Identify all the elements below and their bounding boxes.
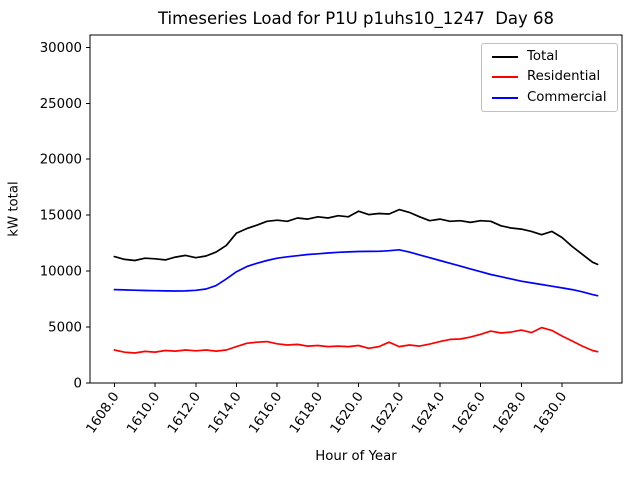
x-axis-label: Hour of Year: [315, 449, 397, 464]
x-tick-label: 1612.0: [165, 390, 204, 437]
y-tick-label: 10000: [40, 265, 82, 280]
x-tick-label: 1620.0: [328, 390, 367, 437]
axes-frame: [89, 34, 623, 384]
series-line-commercial: [113, 248, 599, 297]
x-tick-label: 1610.0: [124, 390, 163, 437]
x-tick-label: 1622.0: [369, 390, 408, 437]
x-tick-label: 1626.0: [450, 390, 489, 437]
series-line-total: [113, 208, 599, 266]
commercial-line-sample: [492, 96, 518, 99]
residential-line-sample: [492, 76, 518, 79]
y-tick-label: 15000: [40, 209, 82, 224]
x-tick-label: 1608.0: [84, 390, 123, 437]
x-tick-label: 1630.0: [531, 390, 570, 437]
legend-item-residential: Residential: [488, 67, 611, 87]
legend-item-commercial: Commercial: [488, 88, 611, 108]
x-tick-label: 1628.0: [491, 390, 530, 437]
total-line-sample: [492, 56, 518, 59]
y-tick-label: 5000: [48, 321, 82, 336]
y-tick-label: 0: [74, 377, 82, 392]
series-line-residential: [113, 326, 599, 354]
legend: Total Residential Commercial: [481, 43, 618, 112]
legend-item-total: Total: [488, 47, 611, 67]
y-tick-label: 20000: [40, 153, 82, 168]
x-tick-label: 1614.0: [206, 390, 245, 437]
y-tick-label: 25000: [40, 97, 82, 112]
x-tick-label: 1618.0: [287, 390, 326, 437]
y-tick-label: 30000: [40, 41, 82, 56]
legend-label-residential: Residential: [527, 69, 601, 85]
legend-label-total: Total: [527, 49, 559, 65]
chart-title: Timeseries Load for P1U p1uhs10_1247 Day…: [157, 9, 555, 28]
legend-label-commercial: Commercial: [527, 89, 607, 105]
x-tick-label: 1624.0: [409, 390, 448, 437]
x-tick-label: 1616.0: [246, 390, 285, 437]
